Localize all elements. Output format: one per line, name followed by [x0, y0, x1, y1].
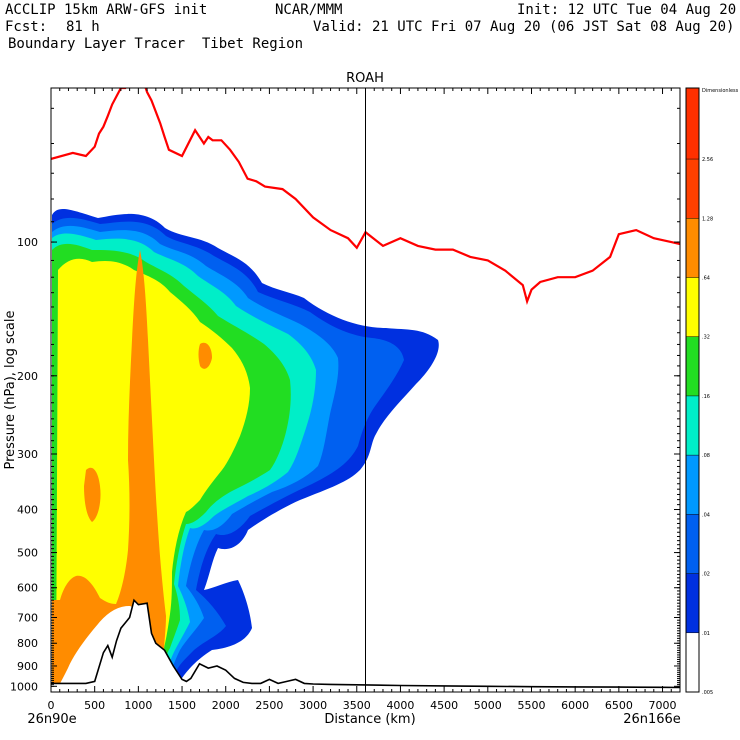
colorbar-level-label: .16: [702, 394, 710, 400]
colorbar-segment: [686, 632, 699, 692]
x-tick-label: 0: [48, 699, 55, 712]
y-tick-label: 400: [17, 504, 38, 517]
y-tick-label: 100: [17, 236, 38, 249]
colorbar-level-label: .04: [702, 512, 710, 518]
colorbar-segment: [686, 218, 699, 278]
colorbar-level-label: 2.56: [702, 157, 713, 163]
model-title: ACCLIP 15km ARW-GFS init: [5, 2, 208, 18]
x-tick-label: 6500: [605, 699, 633, 712]
colorbar-level-label: .64: [702, 275, 710, 281]
x-tick-label: 1000: [124, 699, 152, 712]
colorbar-level-label: .02: [702, 572, 710, 578]
x-tick-label: 4000: [386, 699, 414, 712]
x-tick-label: 7000: [649, 699, 677, 712]
colorbar-level-label: .08: [702, 453, 710, 459]
x-tick-label: 2500: [255, 699, 283, 712]
x-end-label: 26n166e: [623, 712, 681, 727]
colorbar-level-label: .32: [702, 335, 710, 341]
tracer-region-007: [52, 250, 166, 690]
tropopause-line: [51, 88, 680, 306]
terrain-fill: [51, 600, 680, 692]
y-axis: 100 200 300 400 500 600 700 800 900 1000: [10, 107, 680, 693]
terrain-line: [51, 598, 680, 689]
valid-time: Valid: 21 UTC Fri 07 Aug 20 (06 JST Sat …: [313, 19, 735, 35]
y-axis-title: Pressure (hPa), log scale: [3, 311, 18, 470]
colorbar-segment: [686, 455, 699, 515]
y-tick-label: 700: [17, 611, 38, 624]
x-tick-label: 4500: [430, 699, 458, 712]
section-title: ROAH: [346, 71, 384, 86]
product-title: Boundary Layer Tracer Tibet Region: [8, 36, 304, 52]
x-tick-label: 3500: [343, 699, 371, 712]
y-tick-label: 1000: [10, 680, 38, 693]
x-tick-label: 6000: [561, 699, 589, 712]
x-tick-label: 5000: [474, 699, 502, 712]
x-axis-title: Distance (km): [324, 712, 415, 727]
colorbar-level-label: 1.28: [702, 216, 713, 222]
colorbar-segment: [686, 336, 699, 396]
x-tick-label: 5500: [517, 699, 545, 712]
x-axis: 0 500 1000 1500 2000 2500 3000 3500 4000 4500 5000…: [48, 88, 677, 712]
x-tick-label: 1500: [168, 699, 196, 712]
y-tick-label: 500: [17, 547, 38, 560]
colorbar-units-label: Dimensionless: [702, 88, 739, 94]
colorbar-level-label: .005: [702, 690, 713, 696]
tracer-region-009: [198, 342, 212, 369]
forecast-hour: 81 h: [66, 19, 100, 35]
y-tick-label: 600: [17, 582, 38, 595]
colorbar: Dimensionless 2.56 1.28 .64 .32 .16 .08 .04 .02.…: [685, 87, 739, 740]
tracer-region-008: [84, 467, 101, 522]
forecast-label: Fcst:: [5, 19, 48, 35]
y-tick-label: 800: [17, 637, 38, 650]
colorbar-segment: [686, 573, 699, 633]
org-label: NCAR/MMM: [275, 2, 343, 18]
y-tick-label: 900: [17, 660, 38, 673]
x-tick-label: 500: [84, 699, 105, 712]
x-tick-label: 2000: [212, 699, 240, 712]
x-tick-label: 3000: [299, 699, 327, 712]
colorbar-segment: [686, 514, 699, 574]
colorbar-segment: [686, 395, 699, 456]
x-start-label: 26n90e: [27, 712, 76, 727]
colorbar-segment: [686, 159, 699, 219]
colorbar-segment: [686, 277, 699, 337]
colorbar-top-segment: [686, 88, 699, 160]
y-tick-label: 300: [17, 448, 38, 461]
init-time: Init: 12 UTC Tue 04 Aug 20: [517, 2, 737, 18]
tracer-field: [51, 88, 680, 692]
y-tick-label: 200: [17, 370, 38, 383]
colorbar-segment: [686, 692, 699, 740]
colorbar-level-label: .01: [702, 631, 710, 637]
